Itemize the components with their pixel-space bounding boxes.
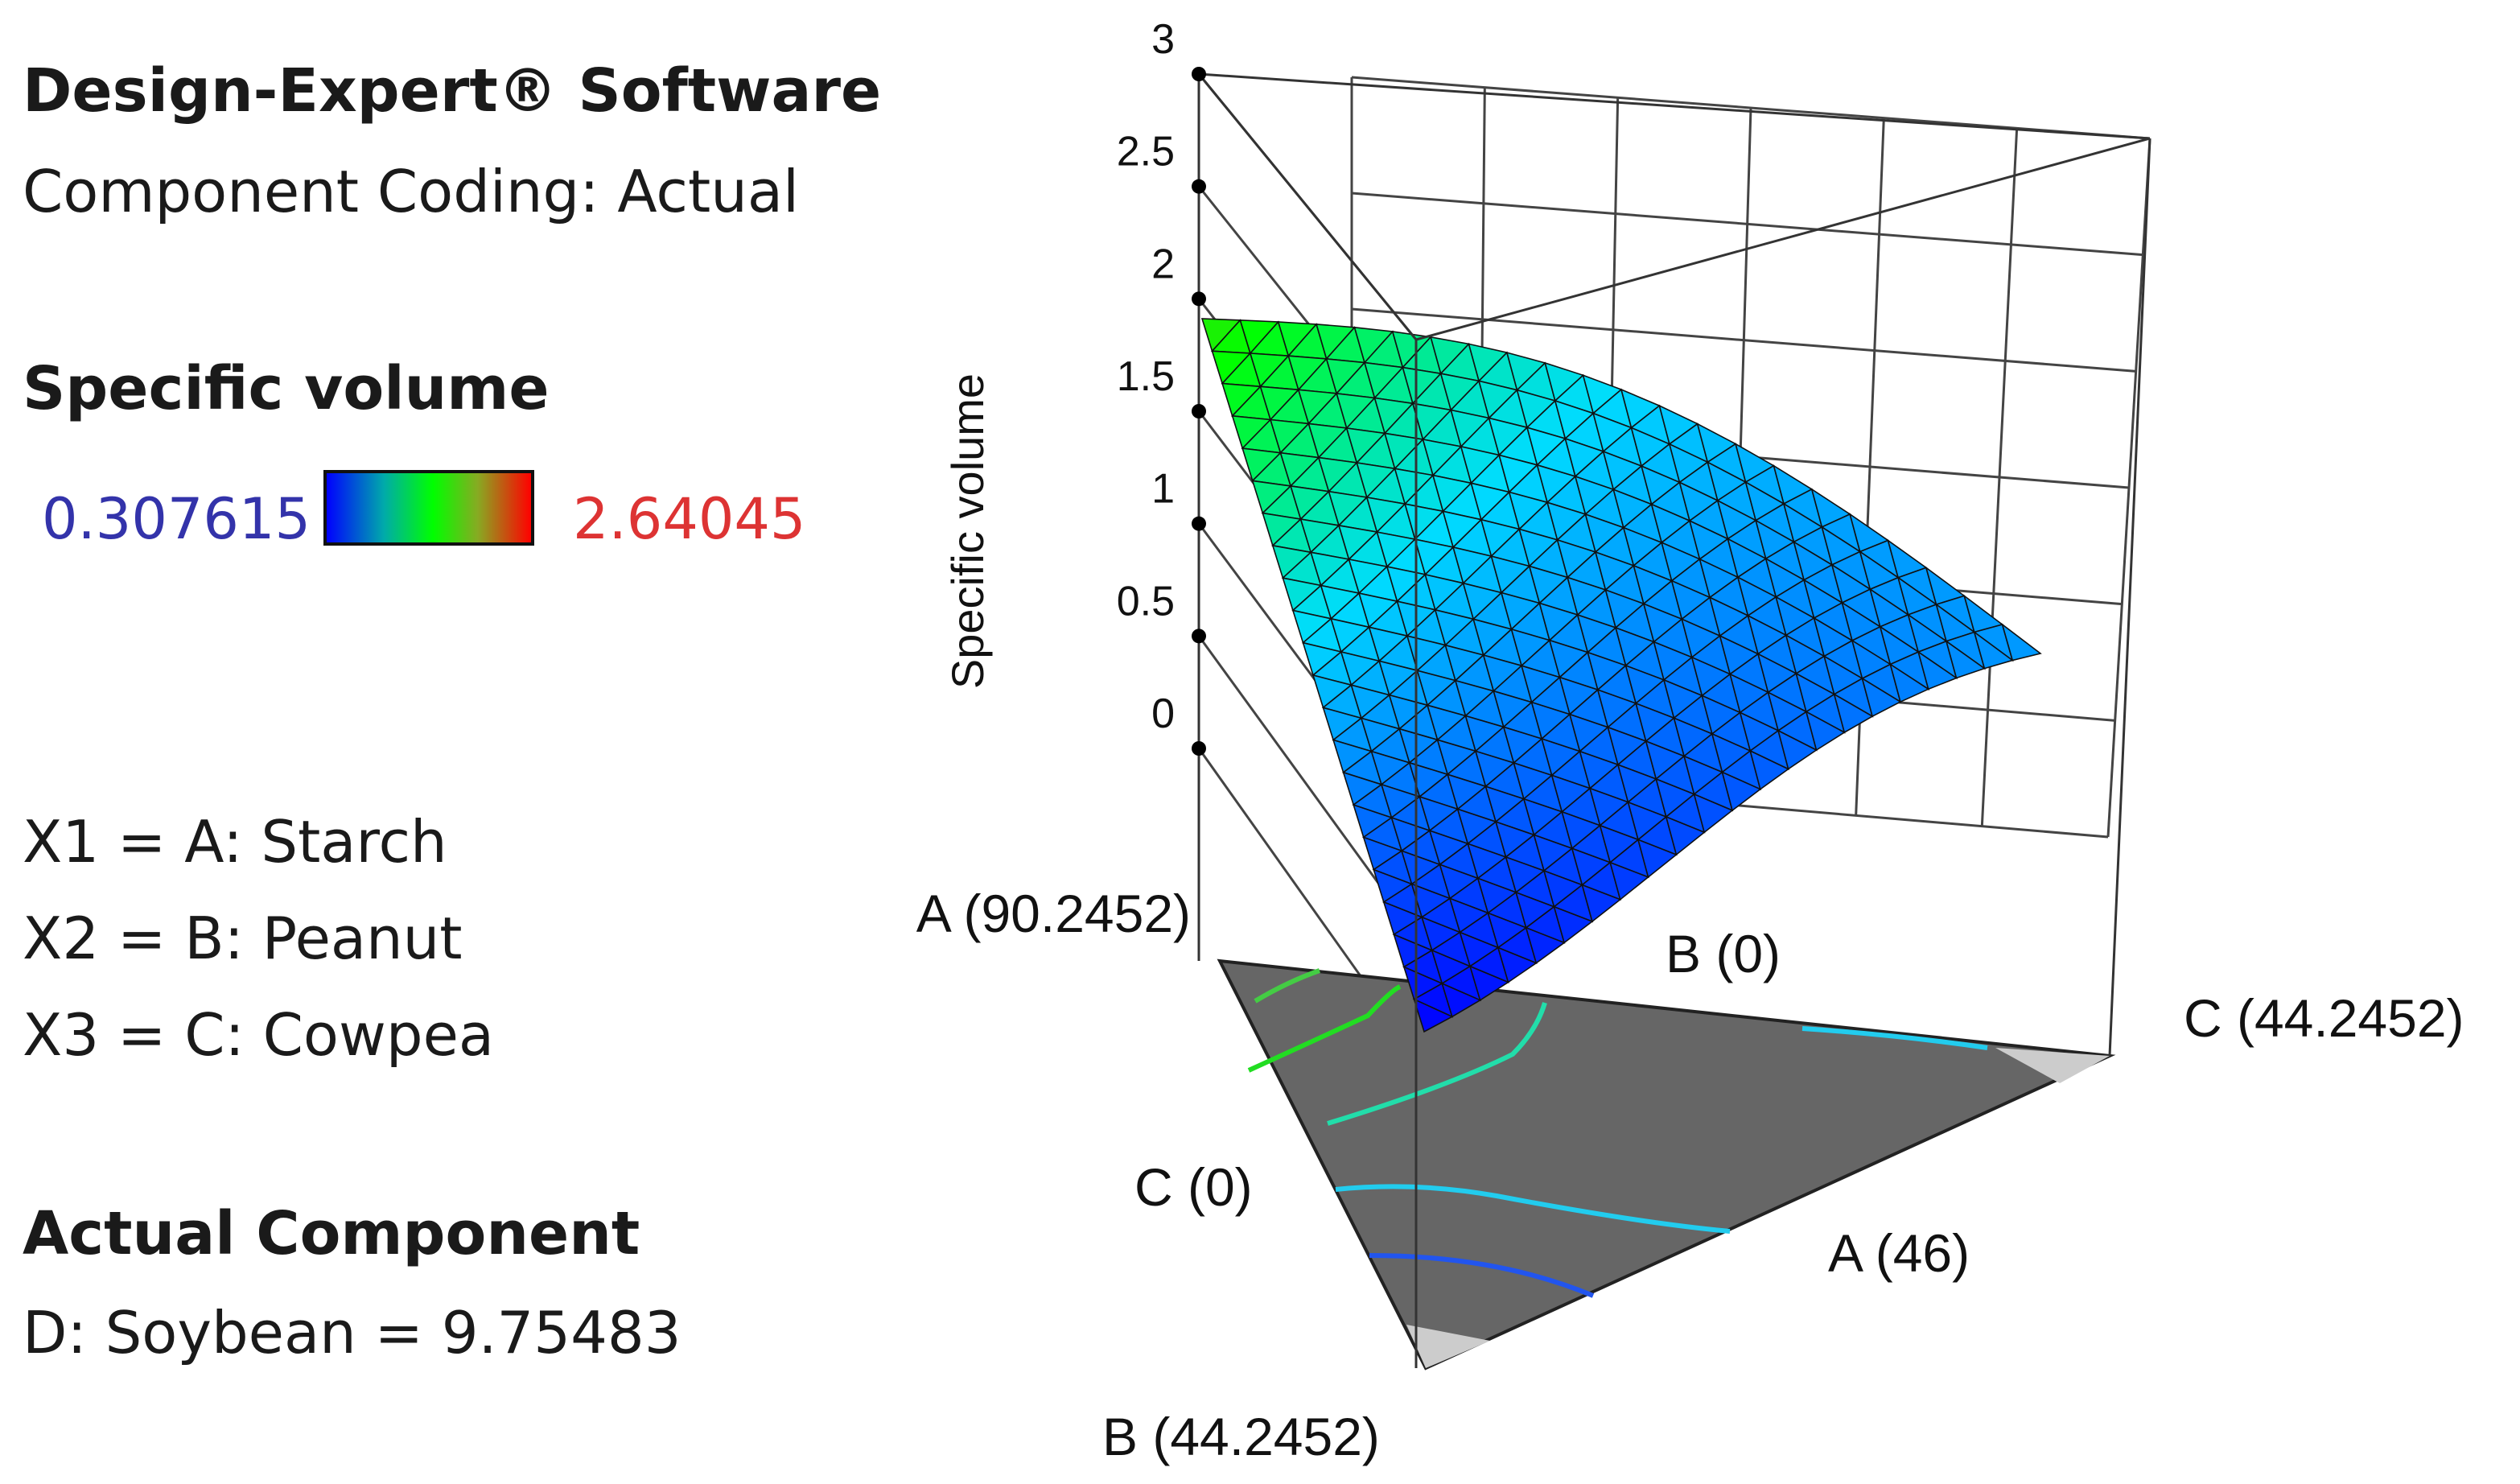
surface-cell [2001, 622, 2042, 662]
plot-frame [1197, 72, 2151, 1368]
scale-max-label: 2.64045 [573, 486, 806, 552]
actual-component-title: Actual Component [23, 1199, 640, 1268]
surface-cell [1609, 861, 1650, 901]
surface-cell [1665, 815, 1706, 856]
surface-cell [1637, 839, 1678, 879]
triangular-floor [1217, 958, 2116, 1371]
surface-cell [1413, 998, 1454, 1033]
surface-cell [1441, 982, 1482, 1018]
surface-cell [1581, 884, 1622, 923]
vertex-label-a-max: A (90.2452) [916, 884, 1191, 943]
surface-cell [1721, 771, 1762, 812]
response-title: Specific volume [23, 354, 550, 423]
z-tick-mark [1192, 179, 1206, 194]
vertex-label-a-mid: A (46) [1828, 1223, 1970, 1283]
coding-label: Component Coding: Actual [23, 158, 799, 225]
z-axis: 0 0.5 1 1.5 2 2.5 3 [1117, 16, 1206, 756]
contour-line [1254, 968, 1320, 1004]
response-surface [1200, 318, 2042, 1033]
scale-min-label: 0.307615 [42, 486, 311, 552]
frame-line [2108, 138, 2151, 1057]
z-tick-label: 0.5 [1117, 578, 1175, 625]
surface-cell [1805, 710, 1846, 752]
frame-line [1415, 137, 2151, 341]
actual-component-value: D: Soybean = 9.75483 [23, 1299, 681, 1367]
surface-cell [1973, 630, 2014, 670]
legend-panel: Design-Expert® Software Component Coding… [0, 0, 881, 1484]
grid-line [1351, 307, 2136, 373]
floor-corner-c [1995, 1048, 2110, 1083]
vertex-label-b-max: B (44.2452) [1102, 1407, 1380, 1466]
color-scale-bar [323, 470, 534, 546]
floor-corner-b [1406, 1325, 1490, 1368]
surface-cell [1693, 793, 1734, 834]
vertex-label-b-zero: B (0) [1666, 924, 1781, 983]
contour-line [1335, 1184, 1731, 1234]
surface-cell [1553, 905, 1594, 944]
factor-x3: X3 = C: Cowpea [23, 1001, 494, 1069]
z-tick-label: 2 [1151, 241, 1175, 287]
contour-lines [1247, 968, 1988, 1298]
contour-line [1327, 1002, 1547, 1126]
factor-x1: X1 = A: Starch [23, 808, 447, 876]
surface-cell [1777, 729, 1818, 770]
surface-cell [1468, 965, 1510, 1002]
z-tick-mark [1192, 629, 1206, 644]
z-tick-label: 0 [1151, 690, 1175, 737]
contour-line [1247, 984, 1402, 1073]
vertex-label-c-max: C (44.2452) [2184, 988, 2464, 1048]
contour-line [1369, 1253, 1595, 1298]
z-tick-mark [1192, 404, 1206, 418]
z-tick-mark [1192, 67, 1206, 81]
surface-cell [1497, 946, 1538, 983]
surface-cell [1833, 693, 1874, 734]
z-tick-label: 3 [1151, 16, 1175, 63]
vertex-label-c-zero: C (0) [1134, 1157, 1253, 1217]
surface-cell [1945, 639, 1987, 679]
surface-cell [1525, 926, 1566, 965]
surface-cell [1861, 677, 1902, 718]
surface-cell [1917, 650, 1958, 690]
frame-line [1197, 73, 1418, 340]
z-tick-mark [1192, 291, 1206, 307]
grid-line [1351, 192, 2143, 257]
z-tick-label: 2.5 [1117, 129, 1175, 175]
z-tick-mark [1192, 741, 1206, 756]
z-axis-label: Specific volume [942, 373, 993, 689]
frame-line [1198, 72, 2151, 140]
factor-x2: X2 = B: Peanut [23, 905, 463, 972]
software-title: Design-Expert® Software [23, 56, 882, 126]
surface-cell [1749, 749, 1790, 791]
contour-line [1801, 1026, 1988, 1050]
floor-triangle [1217, 958, 2116, 1371]
z-tick-label: 1.5 [1117, 353, 1175, 400]
z-tick-mark [1192, 516, 1206, 531]
z-tick-label: 1 [1151, 466, 1175, 513]
surface-cell [1889, 662, 1930, 703]
